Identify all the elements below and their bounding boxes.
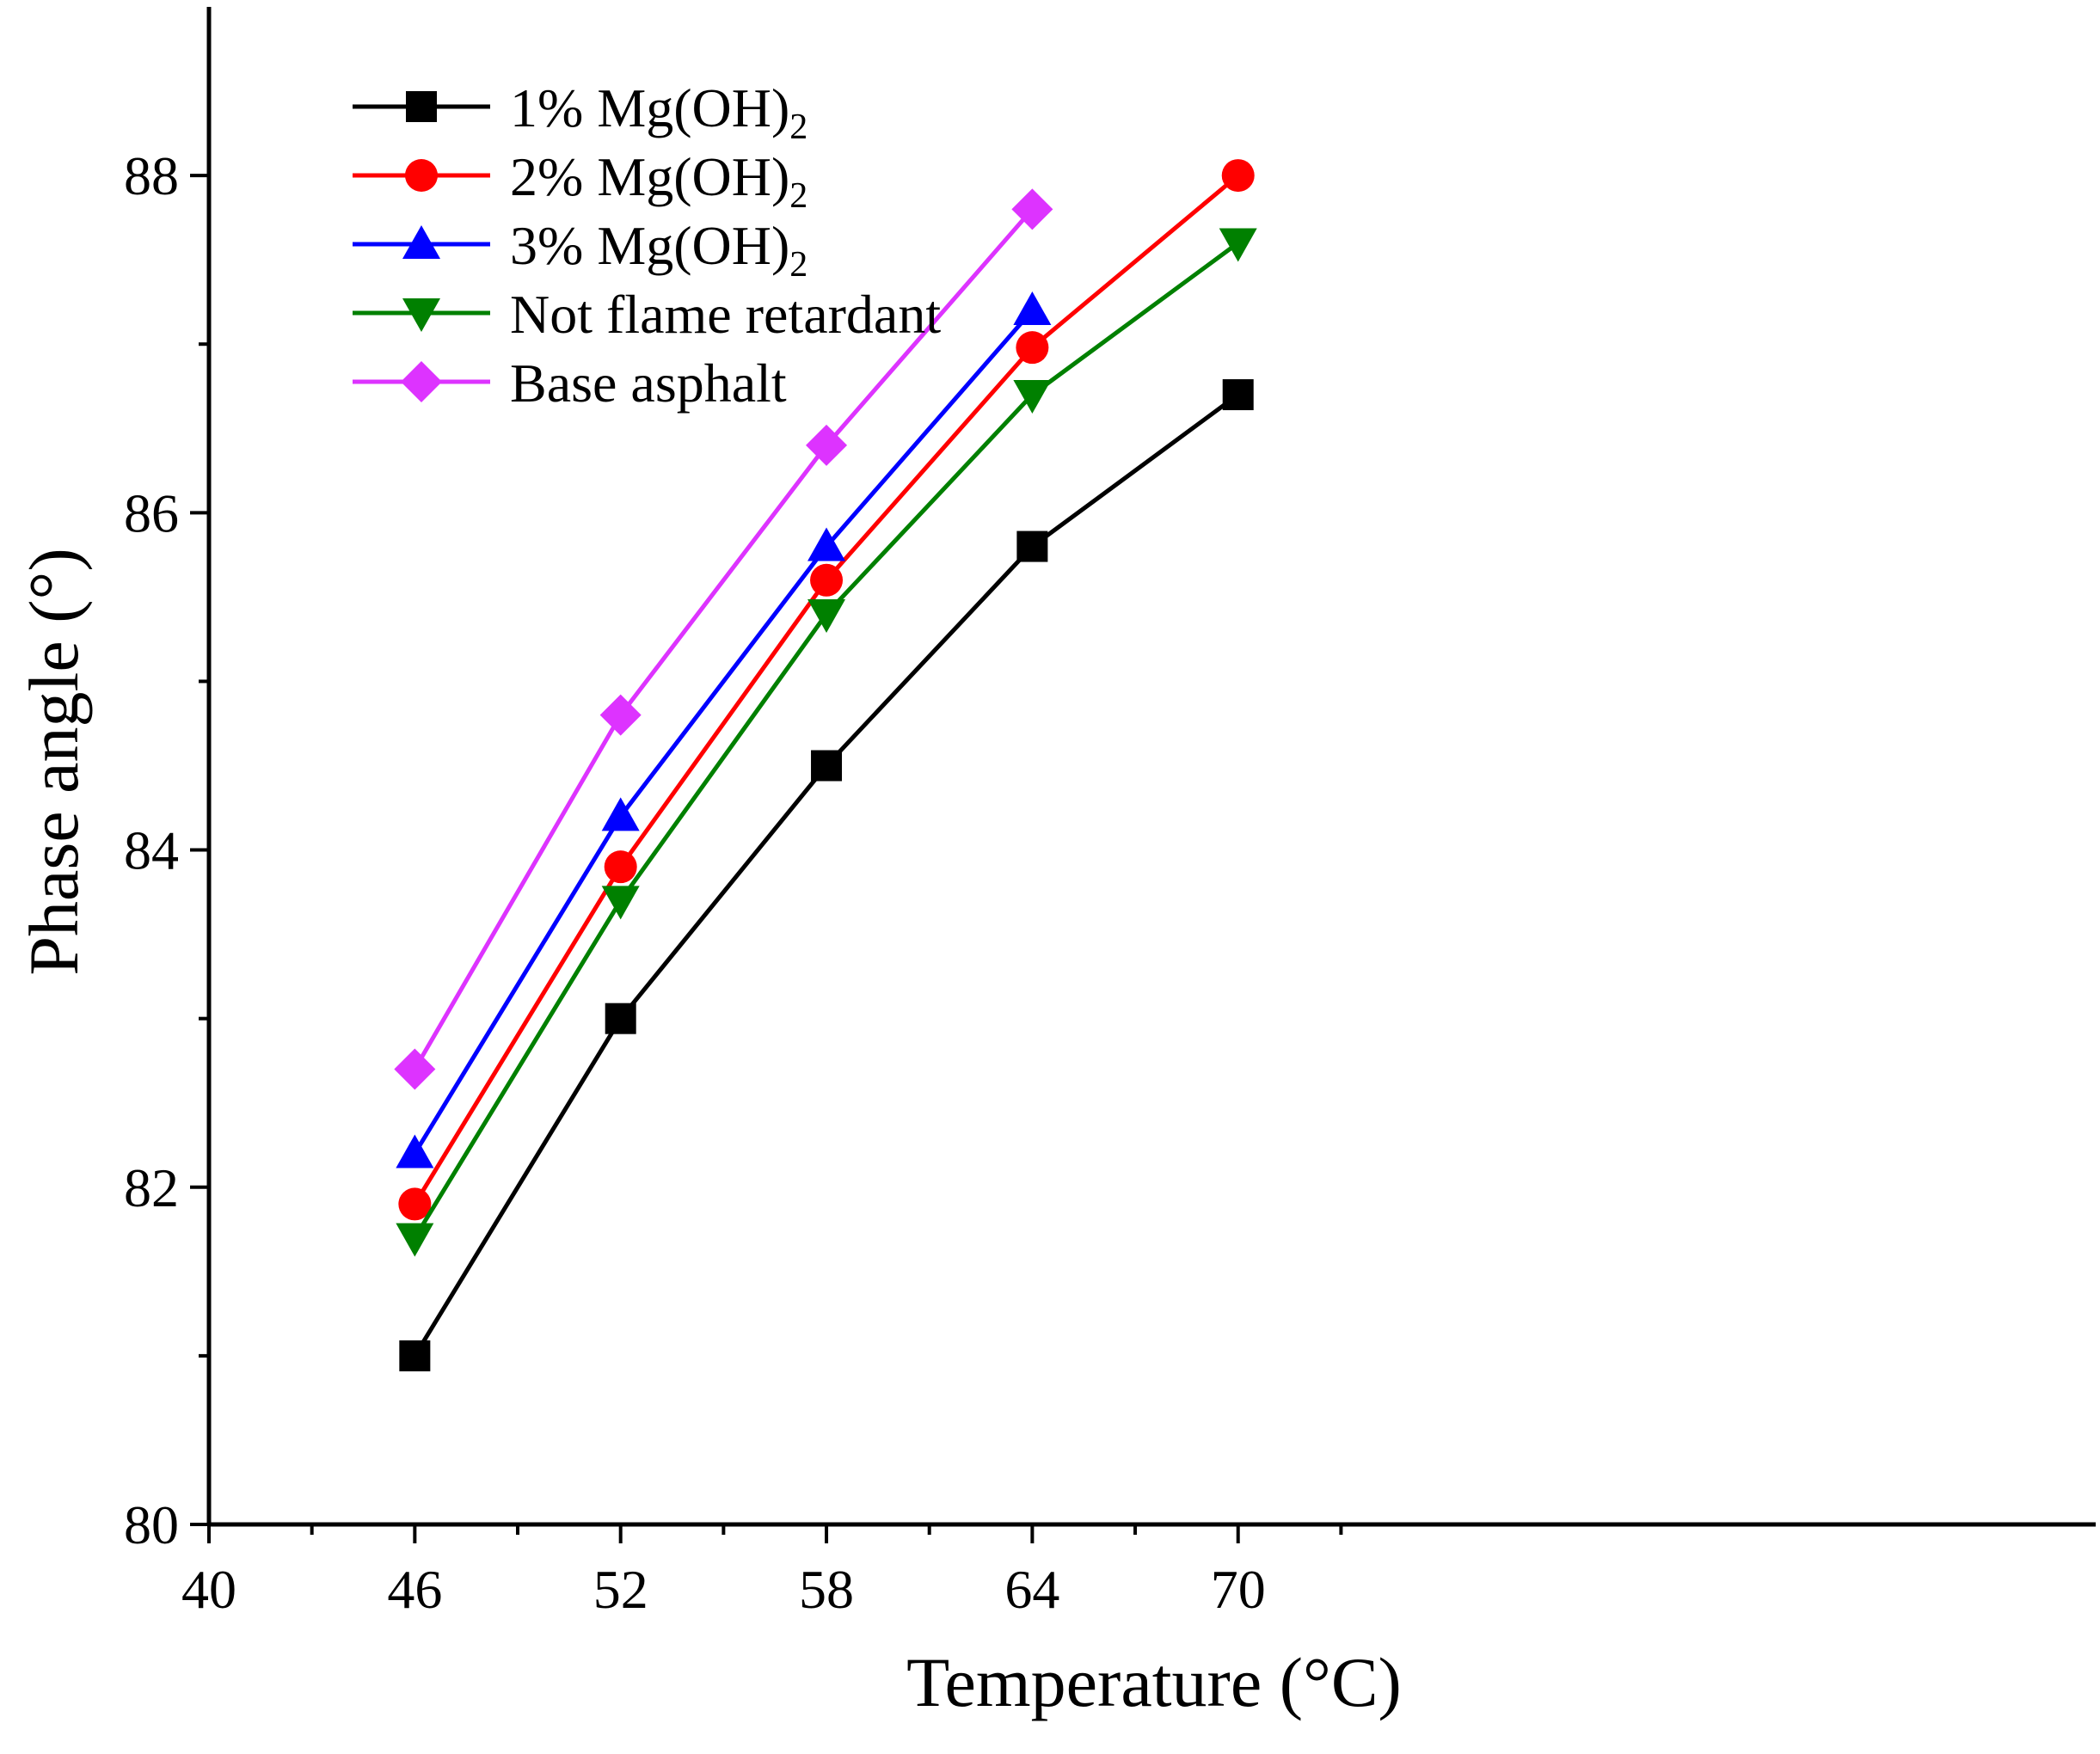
x-tick-label: 46 (387, 1559, 442, 1620)
data-point (1221, 159, 1255, 193)
series-line (413, 309, 1035, 1155)
legend-item: 1% Mg(OH)2 (353, 77, 807, 147)
legend-label: Not flame retardant (510, 284, 941, 345)
legend-label: 2% Mg(OH)2 (510, 146, 807, 216)
legend-item: Not flame retardant (353, 284, 941, 345)
data-point (599, 694, 642, 736)
series-2 (396, 291, 1052, 1168)
axes (206, 7, 2096, 1527)
legend-marker (402, 298, 440, 332)
data-point (601, 886, 640, 920)
y-tick-label: 88 (124, 145, 179, 206)
ticks: 40 46 52 58 64 70 80 82 84 86 88 (124, 145, 1343, 1620)
data-point (1016, 530, 1048, 562)
data-point (396, 1134, 434, 1168)
legend-marker (405, 159, 438, 192)
series-line (413, 207, 1035, 1070)
legend-label: 3% Mg(OH)2 (510, 215, 807, 285)
y-axis-label: Phase angle (°) (15, 548, 93, 975)
data-point (605, 1003, 636, 1034)
data-point (399, 1340, 431, 1371)
series-1 (398, 159, 1255, 1221)
data-point (1011, 188, 1053, 230)
y-tick-label: 84 (124, 820, 179, 881)
legend-label: 1% Mg(OH)2 (510, 77, 807, 147)
y-tick-label: 80 (124, 1494, 179, 1555)
legend-label: Base asphalt (510, 353, 787, 414)
legend-marker (406, 91, 437, 122)
series-0 (399, 379, 1254, 1371)
y-tick-label: 86 (124, 482, 179, 543)
x-tick-label: 40 (181, 1559, 236, 1620)
legend-marker (402, 225, 440, 259)
data-point (807, 527, 846, 561)
series-3 (396, 228, 1257, 1257)
data-point (811, 750, 843, 782)
data-point (601, 797, 640, 831)
x-tick-label: 64 (1004, 1559, 1059, 1620)
data-point (1016, 331, 1049, 365)
data-point (1013, 380, 1052, 414)
legend-marker (401, 361, 442, 402)
data-point (1219, 228, 1257, 262)
data-point (1222, 379, 1254, 411)
data-point (806, 424, 848, 466)
x-tick-label: 52 (593, 1559, 648, 1620)
data-point (398, 1187, 432, 1221)
legend-item: Base asphalt (353, 353, 787, 414)
x-axis-label: Temperature (°C) (906, 1643, 1402, 1721)
x-tick-label: 70 (1211, 1559, 1266, 1620)
data-point (604, 850, 637, 884)
series-4 (394, 188, 1053, 1090)
data-point (1013, 291, 1052, 325)
data-point (810, 563, 844, 597)
data-point (396, 1223, 434, 1257)
y-tick-label: 82 (124, 1157, 179, 1218)
data-point (394, 1048, 436, 1090)
data-point (807, 599, 846, 633)
x-tick-label: 58 (799, 1559, 854, 1620)
legend-item: 2% Mg(OH)2 (353, 146, 807, 216)
legend-item: 3% Mg(OH)2 (353, 215, 807, 285)
series-layer (394, 159, 1257, 1371)
